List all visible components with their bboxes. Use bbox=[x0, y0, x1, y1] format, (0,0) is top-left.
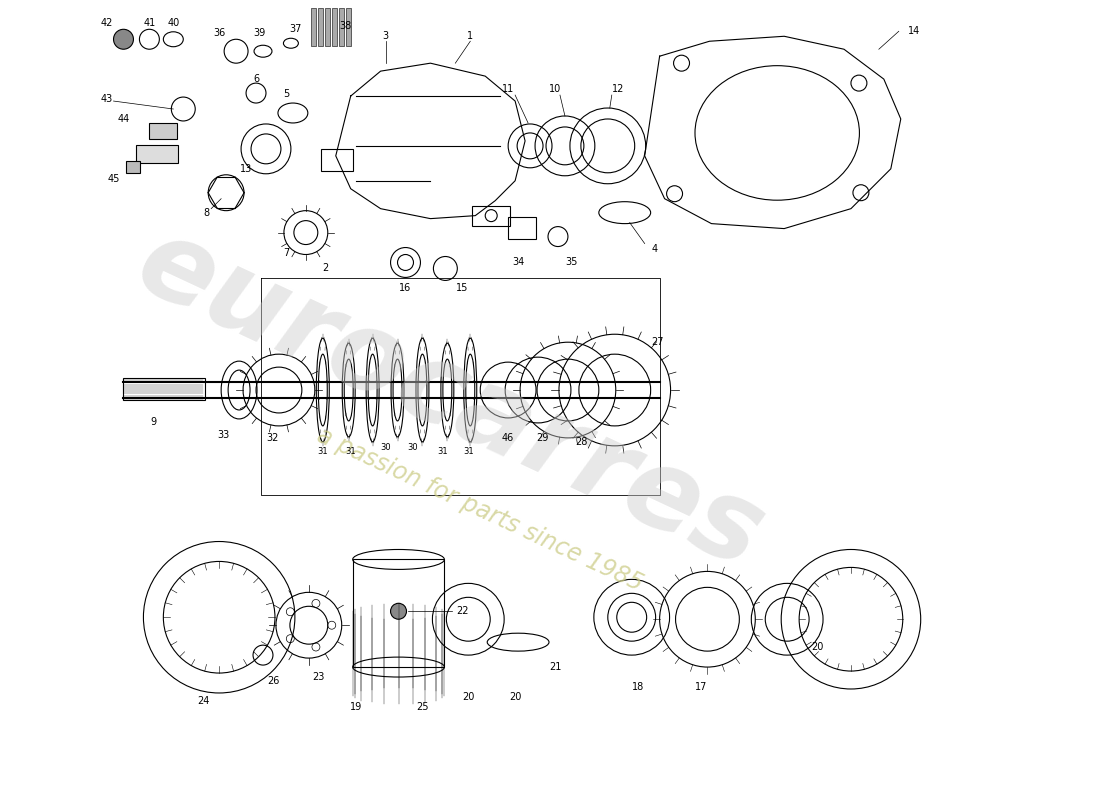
Bar bbox=[339, 8, 344, 46]
Text: 44: 44 bbox=[118, 114, 130, 124]
Text: 31: 31 bbox=[437, 447, 448, 456]
Text: 40: 40 bbox=[167, 18, 179, 28]
Text: 29: 29 bbox=[536, 433, 548, 443]
Text: 12: 12 bbox=[612, 84, 624, 94]
Text: 41: 41 bbox=[143, 18, 155, 28]
Bar bbox=[345, 8, 351, 46]
Text: 37: 37 bbox=[289, 24, 302, 34]
Text: 30: 30 bbox=[407, 443, 418, 452]
Text: 8: 8 bbox=[204, 208, 209, 218]
Bar bbox=[150, 123, 177, 139]
Bar bbox=[353, 559, 444, 667]
Text: 31: 31 bbox=[463, 447, 474, 456]
Text: 7: 7 bbox=[283, 247, 289, 258]
Bar bbox=[318, 8, 323, 46]
Text: 22: 22 bbox=[456, 606, 469, 616]
Bar bbox=[311, 8, 317, 46]
Text: 20: 20 bbox=[462, 692, 474, 702]
Text: 46: 46 bbox=[502, 433, 515, 443]
Text: 45: 45 bbox=[108, 174, 120, 184]
Text: 21: 21 bbox=[549, 662, 561, 672]
Text: 39: 39 bbox=[253, 28, 265, 38]
Text: 1: 1 bbox=[468, 31, 473, 42]
Text: 32: 32 bbox=[267, 433, 279, 443]
Text: 42: 42 bbox=[100, 18, 112, 28]
Bar bbox=[508, 217, 536, 238]
Text: 20: 20 bbox=[811, 642, 823, 652]
Text: 6: 6 bbox=[253, 74, 260, 84]
Bar bbox=[321, 149, 353, 170]
Circle shape bbox=[390, 603, 407, 619]
Text: eurocarres: eurocarres bbox=[121, 208, 780, 592]
Text: 36: 36 bbox=[213, 28, 226, 38]
Text: 28: 28 bbox=[575, 437, 589, 447]
Text: 23: 23 bbox=[312, 672, 324, 682]
Text: 17: 17 bbox=[695, 682, 707, 692]
Text: 35: 35 bbox=[565, 258, 579, 267]
Text: 30: 30 bbox=[381, 443, 390, 452]
Text: 27: 27 bbox=[651, 338, 664, 347]
Text: 20: 20 bbox=[509, 692, 521, 702]
Text: 18: 18 bbox=[631, 682, 644, 692]
Text: 9: 9 bbox=[151, 417, 156, 427]
Text: 31: 31 bbox=[345, 447, 356, 456]
Text: 26: 26 bbox=[267, 676, 279, 686]
Text: 24: 24 bbox=[197, 696, 209, 706]
Text: 38: 38 bbox=[340, 22, 352, 31]
Text: 19: 19 bbox=[350, 702, 362, 712]
Text: 13: 13 bbox=[240, 164, 252, 174]
Text: 4: 4 bbox=[651, 243, 658, 254]
Text: 33: 33 bbox=[217, 430, 229, 440]
Bar bbox=[332, 8, 338, 46]
Bar bbox=[123, 378, 206, 400]
Text: 43: 43 bbox=[100, 94, 112, 104]
Circle shape bbox=[113, 30, 133, 50]
Text: 15: 15 bbox=[456, 283, 469, 294]
Text: 10: 10 bbox=[549, 84, 561, 94]
Text: 3: 3 bbox=[383, 31, 388, 42]
Text: 5: 5 bbox=[283, 89, 289, 99]
Bar bbox=[472, 206, 510, 226]
Text: 16: 16 bbox=[399, 283, 411, 294]
Bar bbox=[136, 145, 178, 163]
Text: 25: 25 bbox=[416, 702, 429, 712]
Bar bbox=[126, 161, 141, 173]
Text: 11: 11 bbox=[502, 84, 515, 94]
Text: 2: 2 bbox=[322, 263, 329, 274]
Text: 31: 31 bbox=[318, 447, 328, 456]
Text: a passion for parts since 1985: a passion for parts since 1985 bbox=[314, 423, 647, 596]
Text: 34: 34 bbox=[512, 258, 525, 267]
Bar bbox=[324, 8, 330, 46]
Text: 14: 14 bbox=[908, 26, 920, 36]
